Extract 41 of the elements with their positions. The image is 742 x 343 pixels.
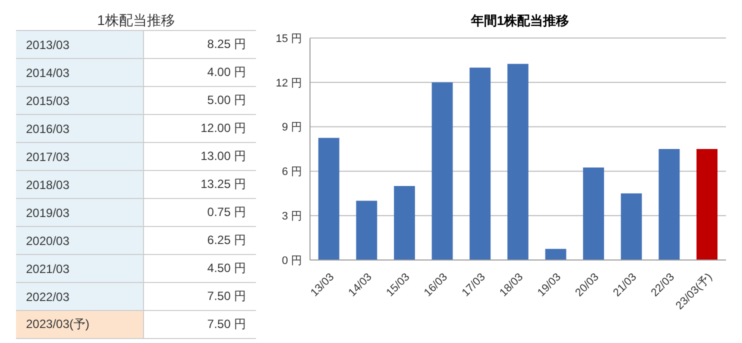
text: 2020/03 [16, 226, 144, 254]
bar [583, 168, 604, 260]
chart-title: 年間1株配当推移 [470, 12, 570, 30]
text: 7.50 円 [144, 282, 256, 310]
text: 7.50 円 [144, 310, 256, 338]
y-tick-label: 0 円 [282, 254, 302, 267]
text: 13.25 円 [144, 170, 256, 198]
text: 0.75 円 [144, 198, 256, 226]
y-tick-label: 9 円 [282, 122, 302, 134]
text: 2015/03 [16, 86, 144, 114]
bar [356, 200, 378, 260]
bar [470, 68, 491, 260]
text: 1株配当推移 [96, 11, 176, 30]
y-tick-label: 3 円 [282, 210, 302, 223]
text: 2023/03(予) [16, 310, 144, 338]
text: 12.00 円 [144, 114, 256, 142]
y-tick-label: 15 円 [276, 32, 302, 45]
text: 6.25 円 [144, 226, 256, 254]
bar [620, 193, 642, 260]
text: 5.00 円 [144, 86, 256, 114]
y-tick-label: 6 円 [282, 166, 302, 178]
text: 2013/03 [16, 30, 144, 58]
text: 2017/03 [16, 142, 144, 170]
bar [545, 248, 566, 260]
text: 2016/03 [16, 114, 144, 142]
bar [507, 64, 528, 260]
bar [394, 186, 415, 260]
bar [658, 149, 680, 260]
text: 2019/03 [16, 198, 144, 226]
text: 2018/03 [16, 170, 144, 198]
text: 2021/03 [16, 254, 144, 282]
text: 4.50 円 [144, 254, 256, 282]
bar [432, 82, 453, 260]
y-tick-label: 12 円 [276, 77, 302, 90]
text: 8.25 円 [144, 30, 256, 58]
bar [696, 149, 718, 260]
text: 2022/03 [16, 282, 144, 310]
text: 4.00 円 [144, 58, 256, 86]
bar [318, 138, 340, 260]
text: 2014/03 [16, 58, 144, 86]
text: 13.00 円 [144, 142, 256, 170]
